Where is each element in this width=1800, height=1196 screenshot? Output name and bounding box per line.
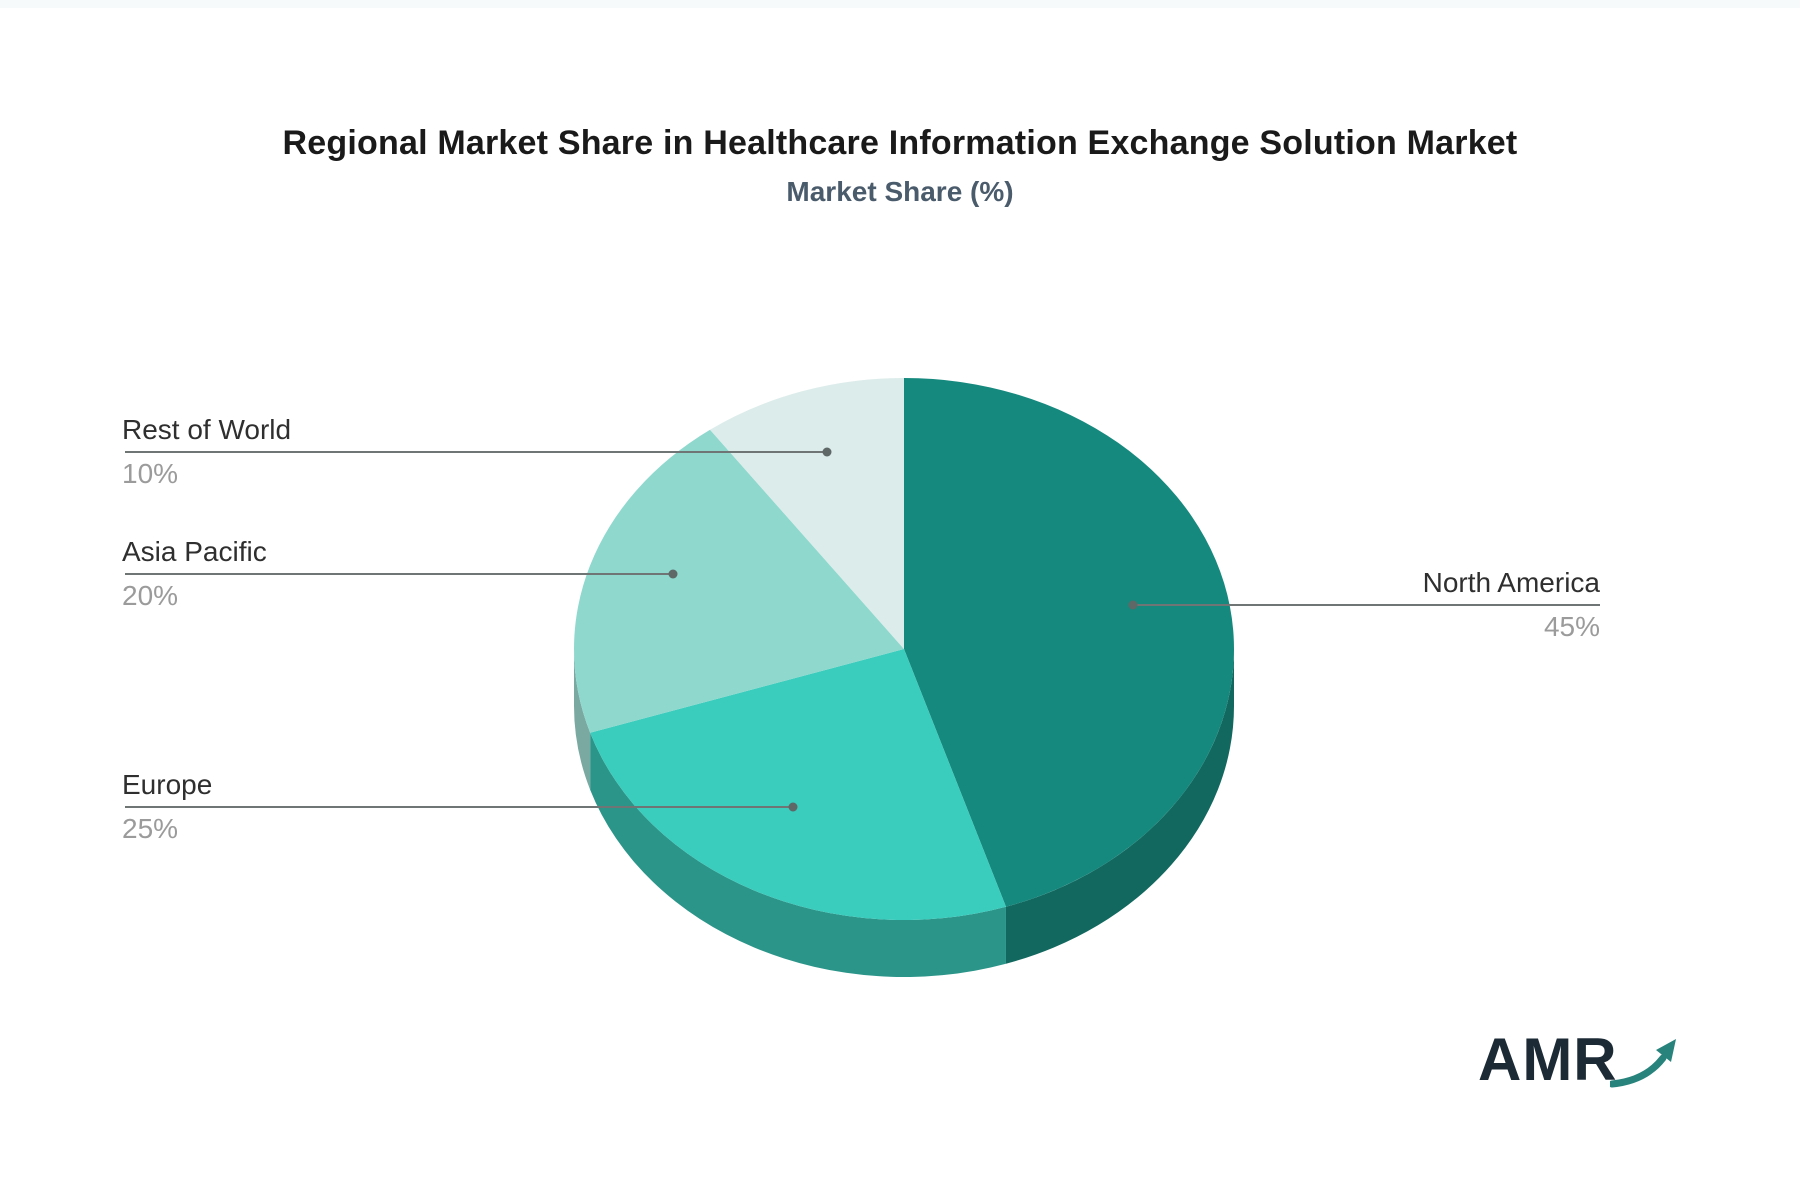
pie-slice-side-asia-pacific <box>574 649 591 790</box>
callout-asia-pacific: Asia Pacific 20% <box>122 535 267 613</box>
slice-label-europe: Europe <box>122 769 213 800</box>
leader-dot-europe <box>788 802 798 812</box>
pie-slice-europe[interactable] <box>590 649 1006 920</box>
amr-logo-text: AMR <box>1478 1026 1618 1093</box>
leader-dot-asia-pacific <box>668 569 678 579</box>
slice-value-rest-of-world: 10% <box>122 458 179 489</box>
top-strip <box>0 0 1800 8</box>
pie-slice-side-europe <box>590 732 1006 977</box>
amr-logo: AMR <box>1478 1030 1676 1092</box>
slice-value-europe: 25% <box>122 813 179 844</box>
slice-label-north-america: North America <box>1422 567 1600 598</box>
slice-value-asia-pacific: 20% <box>122 580 179 611</box>
chart-subtitle: Market Share (%) <box>786 176 1014 207</box>
callout-rest-of-world: Rest of World 10% <box>122 413 291 491</box>
callout-europe: Europe 25% <box>122 768 212 846</box>
pie-slice-side-north-america <box>1005 649 1234 964</box>
amr-logo-arrow-icon <box>1609 1039 1676 1088</box>
pie-slice-asia-pacific[interactable] <box>573 429 904 733</box>
leader-dot-rest-of-world <box>822 447 832 457</box>
pie-slice-north-america[interactable] <box>904 378 1234 907</box>
slice-value-north-america: 45% <box>1543 611 1600 642</box>
slice-label-rest-of-world: Rest of World <box>122 414 292 445</box>
callout-north-america: North America 45% <box>1423 566 1600 644</box>
pie-slice-rest-of-world[interactable] <box>710 378 904 649</box>
leader-dot-north-america <box>1128 600 1138 610</box>
chart-title: Regional Market Share in Healthcare Info… <box>282 124 1518 162</box>
slice-label-asia-pacific: Asia Pacific <box>122 536 267 567</box>
